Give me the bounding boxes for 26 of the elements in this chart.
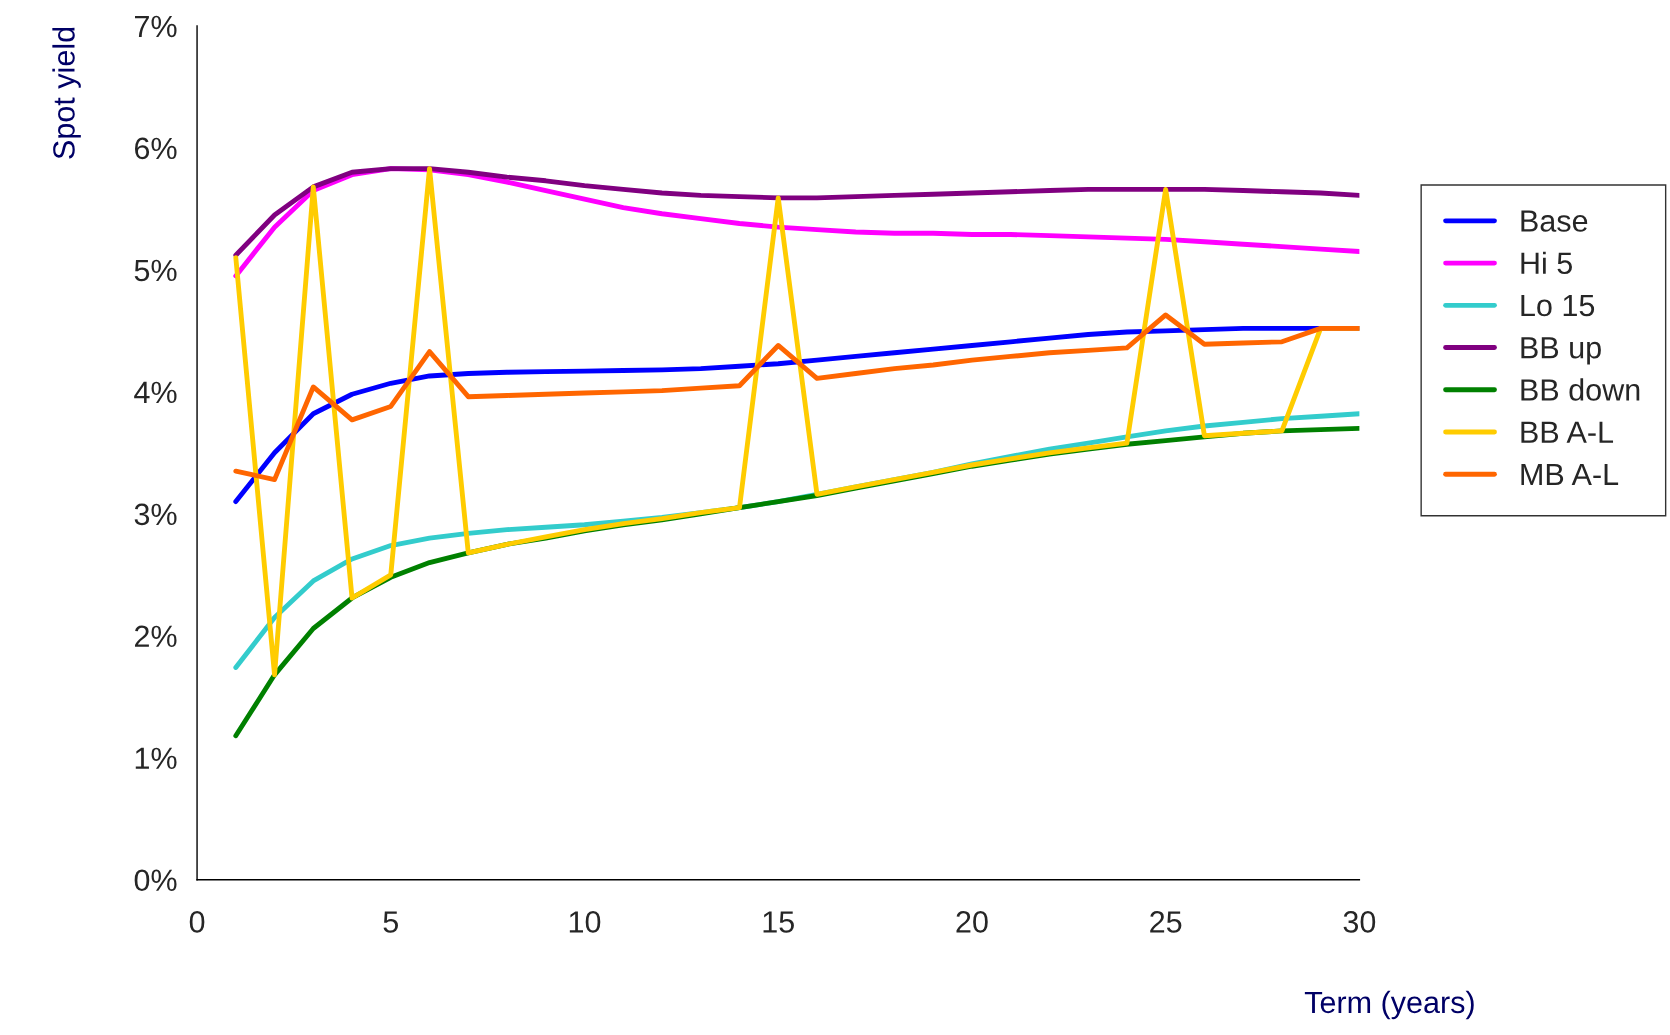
legend-label: BB A-L: [1521, 421, 1614, 443]
y-tick-label: 4%: [134, 381, 177, 404]
x-tick-label: 10: [569, 911, 601, 933]
legend-label: Base: [1521, 210, 1588, 232]
x-axis-title: Term (years): [1304, 990, 1474, 1020]
x-tick-label: 5: [383, 911, 398, 933]
y-axis-title: Spot yield: [52, 27, 81, 159]
x-tick-label: 25: [1150, 911, 1182, 933]
y-tick-label: 6%: [135, 137, 177, 160]
legend-label: Hi 5: [1521, 251, 1572, 275]
x-tick-label: 20: [956, 911, 988, 933]
y-tick-label: 3%: [134, 503, 177, 526]
x-tick-label: 0: [189, 911, 205, 933]
line-series: [233, 312, 1360, 483]
y-tick-label: 0%: [134, 869, 177, 892]
x-tick-label: 30: [1343, 911, 1376, 933]
y-tick-label: 2%: [134, 625, 177, 648]
legend-label: Lo 15: [1521, 294, 1595, 317]
y-tick-label: 1%: [135, 747, 177, 770]
x-tick-label: 15: [763, 911, 794, 933]
y-tick-label: 7%: [135, 15, 177, 38]
line-series: [233, 166, 1360, 258]
y-tick-label: 5%: [134, 259, 177, 282]
legend-label: BB up: [1521, 337, 1601, 365]
legend-label: BB down: [1521, 378, 1640, 401]
legend-label: MB A-L: [1521, 463, 1619, 485]
